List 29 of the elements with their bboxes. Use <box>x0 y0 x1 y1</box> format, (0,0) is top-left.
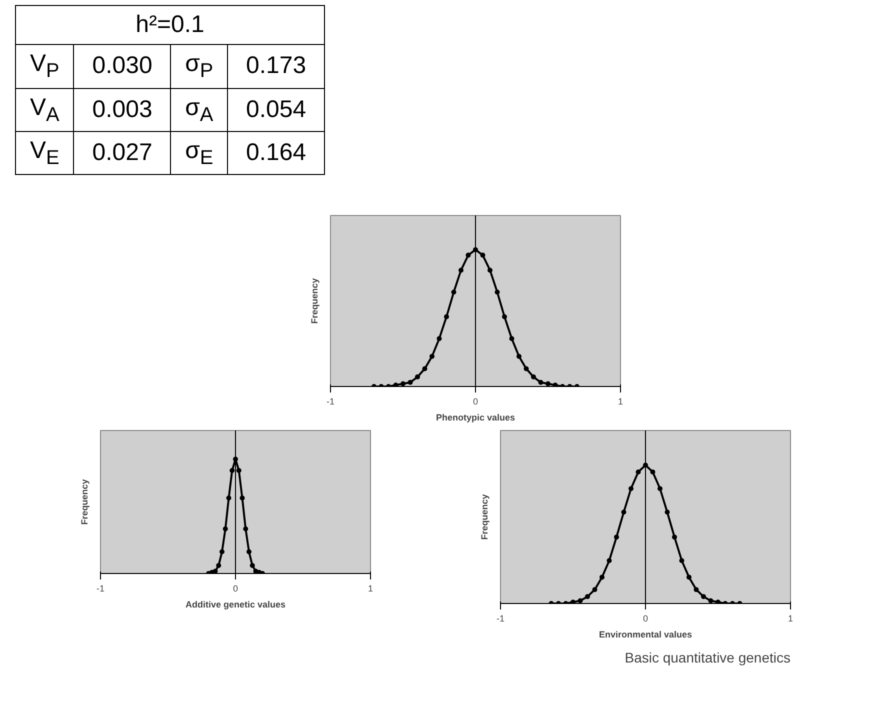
y-axis-title: Frequency <box>310 278 320 324</box>
text: Basic quantitative genetics <box>624 650 790 666</box>
text: 0.164 <box>228 132 324 175</box>
x-tick-label: -1 <box>326 396 335 406</box>
x-tick-label: 1 <box>788 614 794 624</box>
text: V$_{A}$ <box>16 88 74 132</box>
text: σ$_{A}$ <box>170 88 228 132</box>
x-axis-title: Environmental values <box>598 630 692 640</box>
text: 0.003 <box>74 88 171 132</box>
x-tick-label: -1 <box>496 614 505 624</box>
x-axis-title: Phenotypic values <box>436 412 516 422</box>
text: σ$_{P}$ <box>170 44 228 88</box>
x-axis-title: Additive genetic values <box>185 600 286 610</box>
text: 0.027 <box>74 132 171 175</box>
text: 0.054 <box>228 88 324 132</box>
x-tick-label: -1 <box>96 584 105 594</box>
x-tick-label: 0 <box>472 396 478 406</box>
x-tick-label: 1 <box>368 584 374 594</box>
x-tick-label: 0 <box>232 584 238 594</box>
x-tick-label: 1 <box>618 396 624 406</box>
text: V$_{E}$ <box>16 132 74 175</box>
text: V$_{P}$ <box>16 44 74 88</box>
x-tick-label: 0 <box>642 614 648 624</box>
text: 0.173 <box>228 44 324 88</box>
y-axis-title: Frequency <box>80 479 90 525</box>
text: σ$_{E}$ <box>170 132 228 175</box>
text: 0.030 <box>74 44 171 88</box>
y-axis-title: Frequency <box>480 494 490 540</box>
text: h²=0.1 <box>16 6 324 45</box>
